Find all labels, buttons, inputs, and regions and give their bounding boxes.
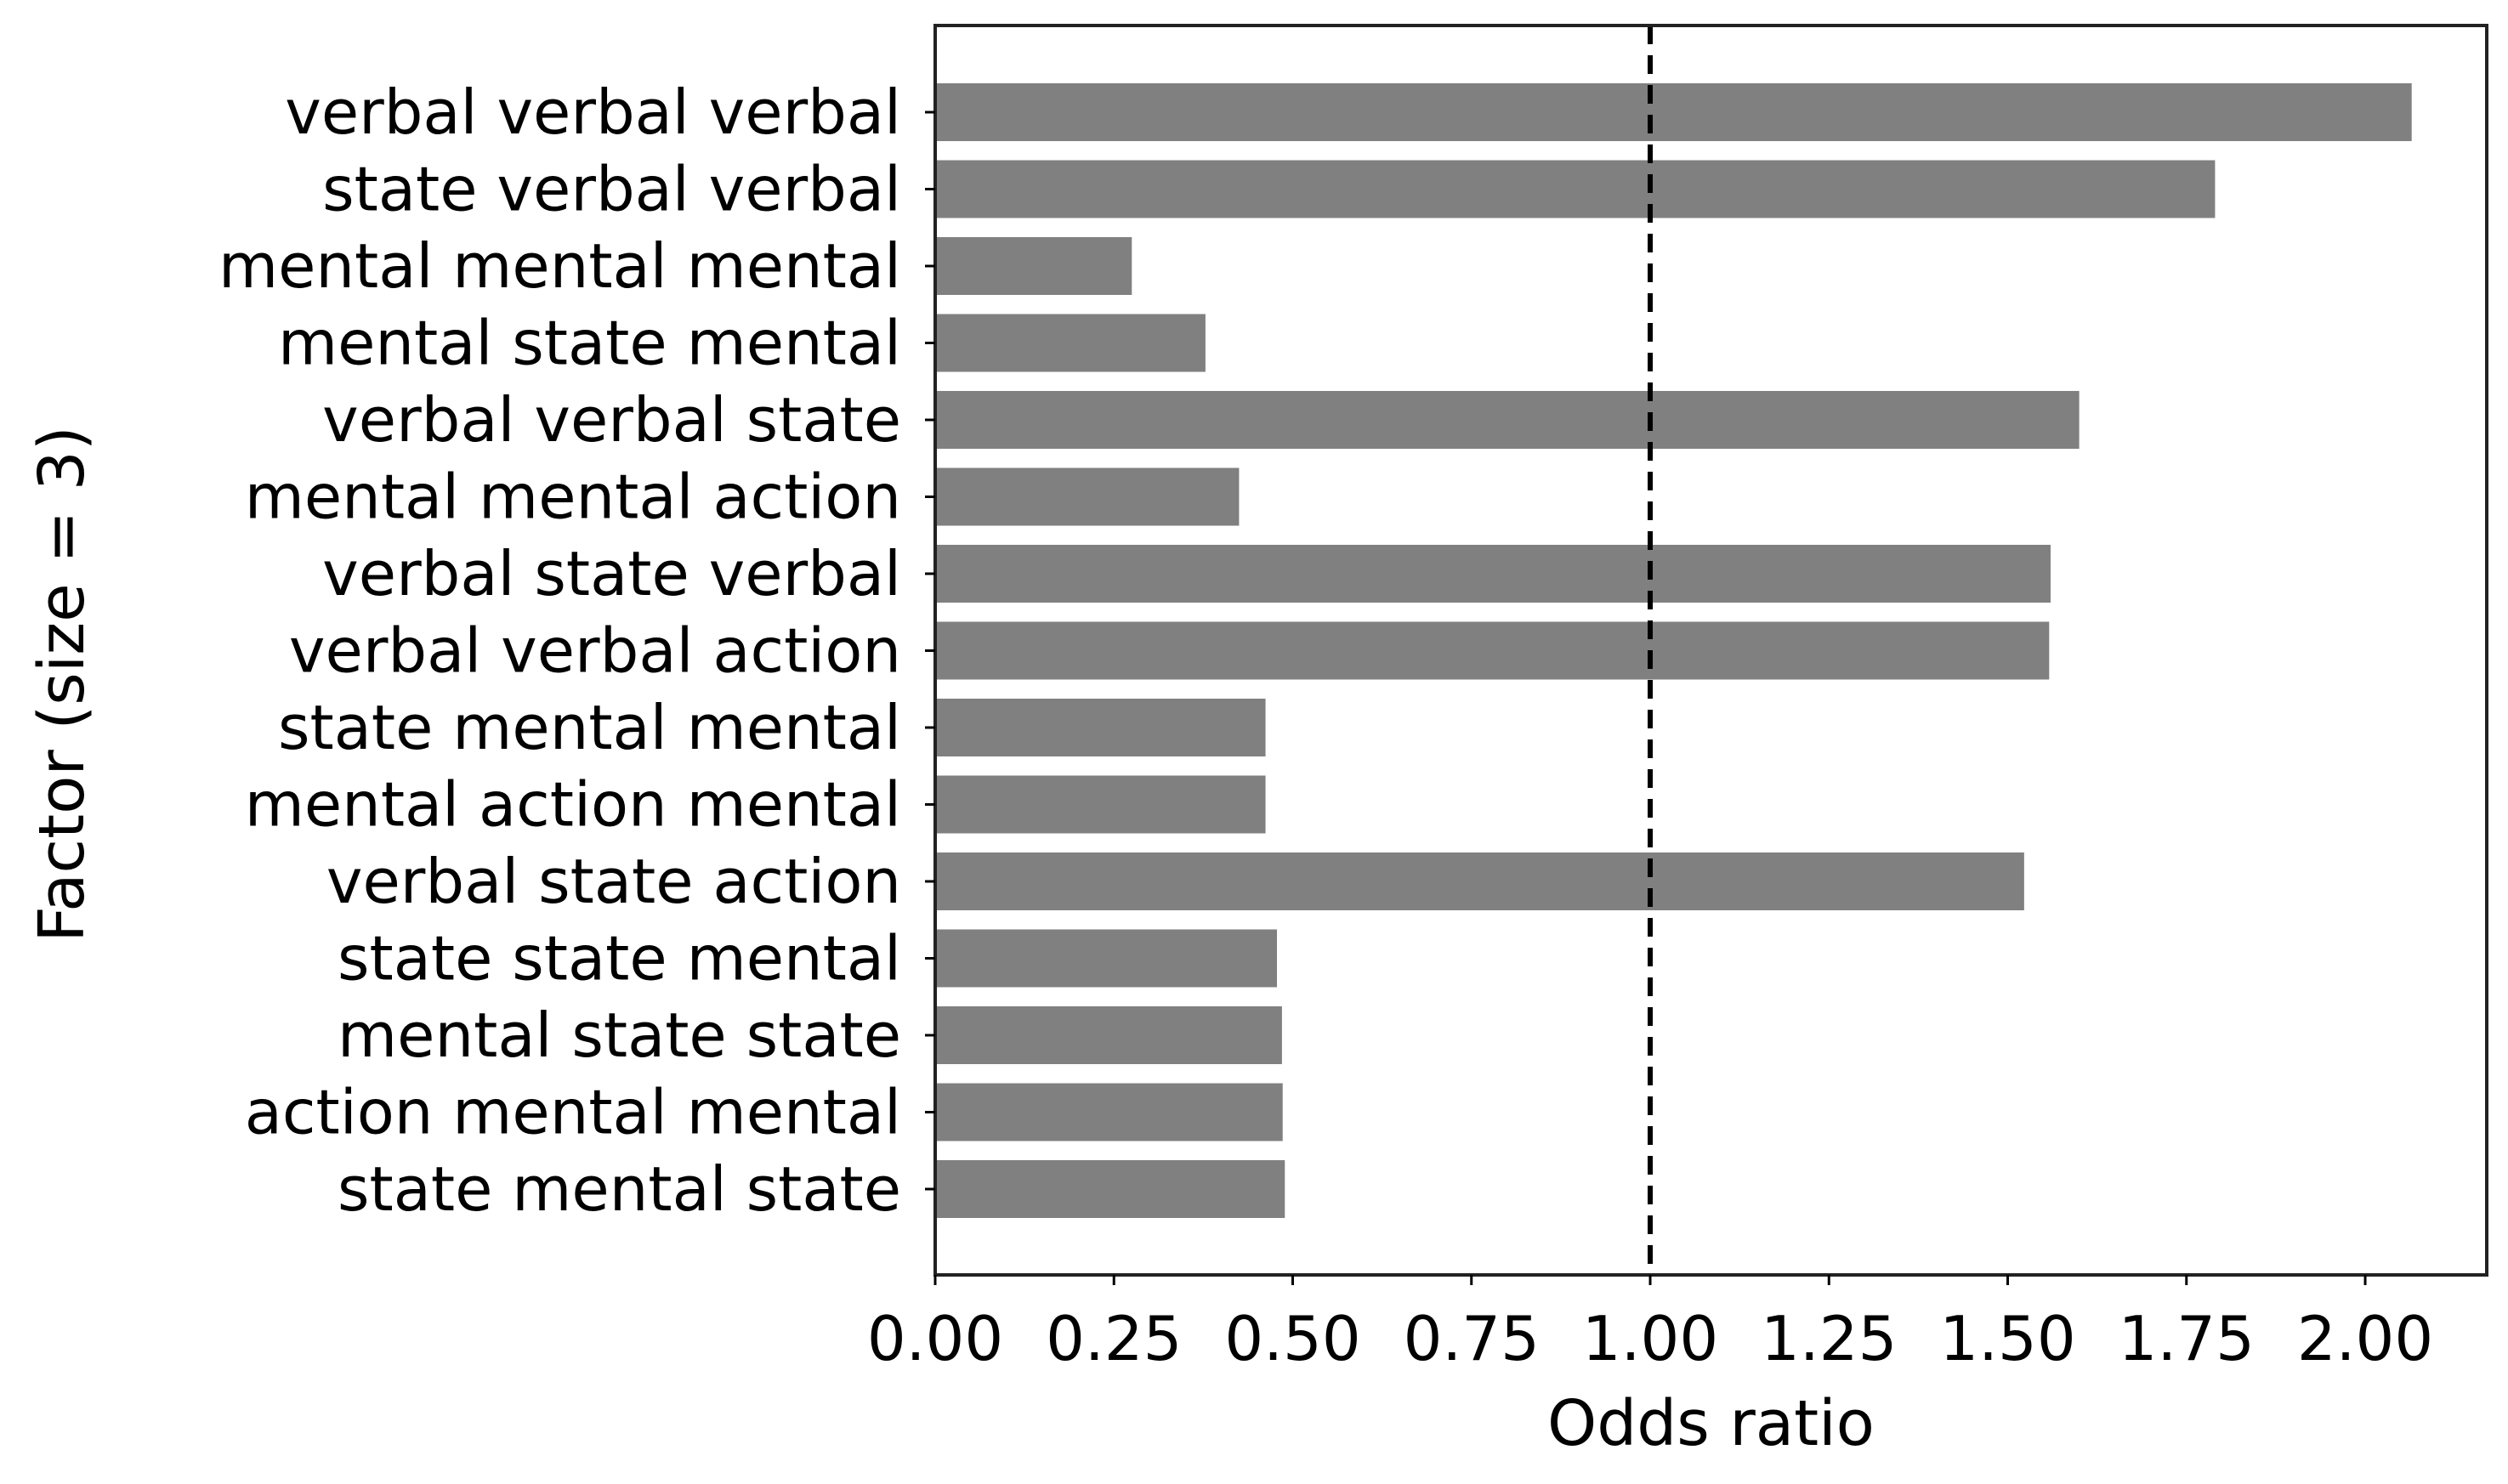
- bar-1: [935, 160, 2216, 218]
- category-label-12: mental state state: [338, 1000, 901, 1071]
- bar-3: [935, 314, 1206, 372]
- y-axis-title: Factor (size = 3): [26, 426, 99, 942]
- category-label-14: state mental state: [338, 1153, 901, 1225]
- x-tick-label-5: 1.25: [1761, 1303, 1897, 1374]
- bar-4: [935, 391, 2080, 449]
- category-label-13: action mental mental: [245, 1077, 901, 1148]
- x-tick-label-8: 2.00: [2297, 1303, 2433, 1374]
- category-label-4: verbal verbal state: [322, 384, 901, 456]
- category-label-3: mental state mental: [278, 308, 901, 379]
- x-axis-title: Odds ratio: [1547, 1387, 1875, 1460]
- bar-13: [935, 1083, 1283, 1141]
- category-label-7: verbal verbal action: [289, 615, 901, 687]
- bar-11: [935, 929, 1278, 988]
- bar-0: [935, 83, 2412, 141]
- category-label-2: mental mental mental: [218, 230, 901, 302]
- category-label-0: verbal verbal verbal: [285, 76, 901, 148]
- category-label-11: state state mental: [338, 923, 901, 994]
- x-ticks-group: 0.00 0.25 0.50 0.75 1.00 1.25 1.50 1.75 2.00: [867, 1275, 2433, 1374]
- x-tick-label-0: 0.00: [867, 1303, 1003, 1374]
- bar-14: [935, 1160, 1285, 1218]
- x-tick-label-7: 1.75: [2119, 1303, 2255, 1374]
- bars-group: [935, 83, 2412, 1218]
- bar-2: [935, 237, 1132, 295]
- x-tick-label-2: 0.50: [1224, 1303, 1360, 1374]
- bar-12: [935, 1006, 1282, 1064]
- x-tick-label-1: 0.25: [1046, 1303, 1182, 1374]
- bar-10: [935, 852, 2024, 910]
- bar-6: [935, 545, 2051, 603]
- bar-7: [935, 621, 2050, 680]
- x-tick-label-3: 0.75: [1404, 1303, 1540, 1374]
- bar-9: [935, 775, 1266, 834]
- category-label-9: mental action mental: [245, 769, 901, 841]
- category-label-6: verbal state verbal: [322, 538, 901, 609]
- bar-5: [935, 467, 1240, 526]
- x-tick-label-6: 1.50: [1939, 1303, 2075, 1374]
- bar-8: [935, 699, 1266, 756]
- x-tick-label-4: 1.00: [1582, 1303, 1718, 1374]
- category-label-10: verbal state action: [326, 846, 901, 917]
- category-label-8: state mental mental: [278, 692, 901, 763]
- category-label-5: mental mental action: [245, 462, 901, 533]
- category-label-1: state verbal verbal: [322, 154, 901, 225]
